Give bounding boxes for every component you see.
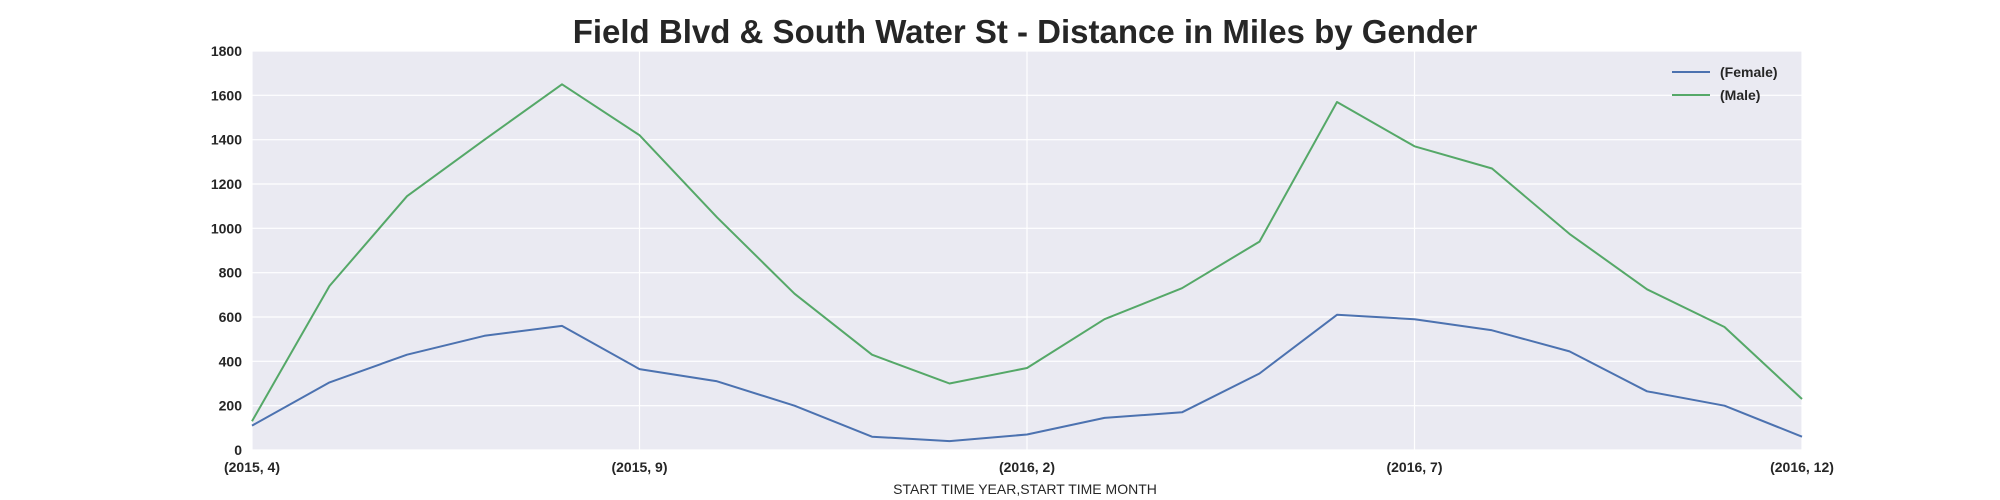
legend-label: (Female)	[1720, 64, 1778, 80]
legend: (Female) (Male)	[1672, 64, 1778, 103]
y-axis-ticks: 0 200 400 600 800 1000 1200 1400 1600 1800	[211, 43, 242, 458]
series-male	[251, 83, 1803, 422]
y-tick-label: 600	[219, 309, 243, 325]
legend-label: (Male)	[1720, 87, 1760, 103]
series-female	[251, 313, 1803, 443]
series-lines	[251, 83, 1803, 443]
y-tick-label: 400	[219, 353, 243, 369]
x-tick-label: (2016, 12)	[1770, 459, 1834, 475]
x-axis-label: START TIME YEAR,START TIME MONTH	[893, 481, 1157, 497]
x-axis-ticks: (2015, 4) (2015, 9) (2016, 2) (2016, 7) (201…	[224, 459, 1834, 475]
x-tick-label: (2015, 4)	[224, 459, 280, 475]
y-tick-label: 1200	[211, 176, 242, 192]
x-tick-label: (2015, 9)	[611, 459, 667, 475]
x-tick-label: (2016, 2)	[999, 459, 1055, 475]
y-tick-label: 1600	[211, 87, 242, 103]
y-tick-label: 800	[219, 265, 243, 281]
y-tick-label: 0	[234, 442, 242, 458]
y-tick-label: 1800	[211, 43, 242, 59]
chart-title: Field Blvd & South Water St - Distance i…	[573, 13, 1478, 50]
x-tick-label: (2016, 7)	[1386, 459, 1442, 475]
grid-lines	[251, 50, 1803, 451]
y-tick-label: 200	[219, 398, 243, 414]
y-tick-label: 1000	[211, 220, 242, 236]
y-tick-label: 1400	[211, 132, 242, 148]
